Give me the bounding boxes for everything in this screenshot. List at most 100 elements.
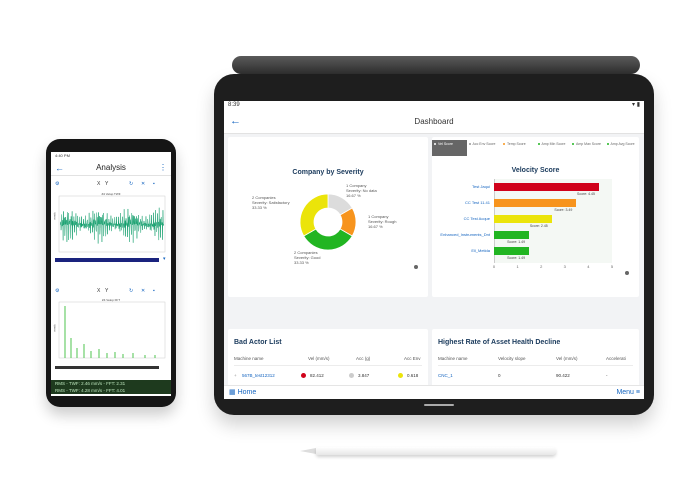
status-dot bbox=[398, 373, 403, 378]
slice-satisfactory[interactable] bbox=[299, 193, 329, 237]
twf-toolbar: ⚙ X Y ↻ ✕ ▪ bbox=[51, 181, 171, 189]
more-vertical-icon[interactable]: ⋮ bbox=[159, 163, 167, 172]
decline-header-name: Machine name bbox=[438, 356, 468, 361]
card-menu-dot-icon[interactable] bbox=[625, 271, 629, 275]
phone-app-bar: ← Analysis ⋮ bbox=[51, 160, 171, 176]
score-tabs: Vel Score Acc Env Score Temp Score Amp M… bbox=[432, 140, 639, 156]
phone-screen: 4:40 PM ← Analysis ⋮ ⚙ X Y ↻ ✕ ▪ Z4 Velo… bbox=[51, 152, 171, 396]
velocity-bar-chart: Test Jaqui Score: 4.45 CC Test 11.41 Score:… bbox=[432, 137, 639, 297]
tablet-keyboard-cover bbox=[232, 56, 640, 74]
bad-actor-header-env: Acc Env bbox=[404, 356, 421, 361]
severity-title: Company by Severity bbox=[292, 169, 364, 176]
bad-actor-title: Bad Actor List bbox=[234, 339, 282, 346]
hamburger-icon: ≡ bbox=[635, 389, 640, 396]
axis-y-icon[interactable]: Y bbox=[105, 181, 109, 187]
bar[interactable] bbox=[494, 183, 600, 191]
severity-card: Company by Severity 1 Company Severity: … bbox=[228, 137, 428, 297]
decline-header-vel: Vel (mm/s) bbox=[556, 356, 578, 361]
table-cell: 82.412 bbox=[310, 373, 324, 378]
y-tick-label[interactable]: Ell_Metida bbox=[471, 248, 490, 253]
axis-x-icon[interactable]: X bbox=[97, 181, 101, 187]
card-menu-dot-icon[interactable] bbox=[414, 265, 418, 269]
bar[interactable] bbox=[494, 231, 530, 239]
severity-label-nodata: 1 Company Severity: No data 16.67 % bbox=[346, 183, 377, 198]
velocity-title: Velocity Score bbox=[511, 167, 560, 174]
plot-frame bbox=[58, 301, 166, 359]
bar[interactable] bbox=[494, 247, 530, 255]
page-title: Dashboard bbox=[414, 117, 454, 126]
severity-donut-chart bbox=[299, 193, 357, 251]
bad-actor-header-name: Machine name bbox=[234, 356, 264, 361]
phone-device: 4:40 PM ← Analysis ⋮ ⚙ X Y ↻ ✕ ▪ Z4 Velo… bbox=[46, 139, 176, 407]
y-tick-label[interactable]: Enhanced_Instruments_Dnt bbox=[440, 232, 490, 237]
table-row-name[interactable]: CNC_1 bbox=[438, 373, 453, 378]
x-tick-label: 0 bbox=[492, 264, 496, 269]
data-label: Score: 3.49 bbox=[554, 208, 573, 212]
rms-readout-1: RMS - TWF: 2.46 mm/s - FFT: 2.31 bbox=[51, 380, 171, 387]
severity-label-good: 2 Companies Severity: Good 33.33 % bbox=[294, 250, 321, 265]
settings-gear-icon[interactable]: ⚙ bbox=[55, 288, 60, 294]
rms-readout-2: RMS - TWF: 4.28 mm/s - FFT: 4.01 bbox=[51, 387, 171, 394]
tab-temp-score[interactable]: Temp Score bbox=[501, 140, 536, 156]
stylus-pen bbox=[316, 447, 556, 455]
tab-vel-score[interactable]: Vel Score bbox=[432, 140, 467, 156]
chevron-down-icon[interactable]: ▾ bbox=[163, 256, 166, 262]
data-label: Score: 2.45 bbox=[529, 224, 548, 228]
divider bbox=[438, 365, 633, 366]
settings-gear-icon[interactable]: ⚙ bbox=[55, 181, 60, 187]
waveform-line bbox=[59, 207, 164, 244]
tablet-home-indicator bbox=[424, 404, 454, 406]
severity-label-rough: 1 Company Severity: Rough 16.67 % bbox=[368, 214, 397, 229]
table-cell: 0 bbox=[498, 373, 501, 378]
delete-icon[interactable]: ▪ bbox=[153, 181, 155, 187]
menu-button[interactable]: Menu ≡ bbox=[616, 389, 640, 396]
tab-acc-env-score[interactable]: Acc Env Score bbox=[467, 140, 502, 156]
y-tick-label[interactable]: CC Test Acque bbox=[463, 216, 490, 221]
refresh-icon[interactable]: ↻ bbox=[129, 288, 134, 294]
x-tick-label: 4 bbox=[587, 264, 590, 269]
close-icon[interactable]: ✕ bbox=[141, 288, 146, 294]
y-tick-label[interactable]: Test Jaqui bbox=[471, 184, 490, 189]
phone-page-title: Analysis bbox=[96, 163, 126, 172]
twf-chart-title: Z4 Velop TWF bbox=[101, 192, 121, 196]
bad-actor-header-vel: Vel (mm/s) bbox=[308, 356, 330, 361]
stylus-tip bbox=[300, 448, 316, 454]
decline-header-slope: Velocity slope bbox=[498, 356, 526, 361]
axis-x-icon[interactable]: X bbox=[97, 288, 101, 294]
tablet-device: 8:39 ▾ ▮ ← Dashboard Company by Severity… bbox=[214, 74, 654, 415]
bar[interactable] bbox=[494, 199, 577, 207]
back-arrow-icon[interactable]: ← bbox=[230, 115, 241, 127]
back-arrow-icon[interactable]: ← bbox=[55, 163, 64, 173]
divider bbox=[234, 365, 422, 366]
home-button[interactable]: ▦ Home bbox=[229, 389, 257, 396]
close-icon[interactable]: ✕ bbox=[141, 181, 146, 187]
table-row-name[interactable]: 567B_test12312 bbox=[242, 373, 275, 378]
tablet-bottom-bar: ▦ Home Menu ≡ bbox=[224, 385, 644, 399]
data-label: Score: 1.49 bbox=[507, 256, 526, 260]
status-dot bbox=[349, 373, 354, 378]
bar[interactable] bbox=[494, 215, 552, 223]
x-tick-label: 2 bbox=[540, 264, 543, 269]
x-tick-label: 1 bbox=[516, 264, 519, 269]
refresh-icon[interactable]: ↻ bbox=[129, 181, 134, 187]
axis-y-icon[interactable]: Y bbox=[105, 288, 109, 294]
fft-chart-title: Z4 Velop FFT bbox=[101, 298, 121, 302]
y-tick-label[interactable]: CC Test 11.41 bbox=[465, 200, 490, 205]
expand-icon[interactable]: + bbox=[234, 373, 237, 378]
status-icons: ▾ ▮ bbox=[632, 102, 640, 108]
tab-amp-min-score[interactable]: Amp Min Score bbox=[536, 140, 571, 156]
tab-amp-max-score[interactable]: Amp Max Score bbox=[570, 140, 605, 156]
decline-title: Highest Rate of Asset Health Decline bbox=[438, 339, 561, 346]
velocity-card: Vel Score Acc Env Score Temp Score Amp M… bbox=[432, 137, 639, 297]
bad-actor-header-acc: Acc (g) bbox=[356, 356, 371, 361]
data-label: Score: 4.45 bbox=[577, 192, 595, 196]
plot-frame bbox=[58, 195, 166, 253]
severity-label-satisfactory: 2 Companies Severity: Satisfactory 33.33 … bbox=[252, 195, 290, 210]
delete-icon[interactable]: ▪ bbox=[153, 288, 155, 294]
grid-icon: ▦ bbox=[229, 389, 236, 396]
tab-amp-avg-score[interactable]: Amp Avg Score bbox=[605, 140, 640, 156]
fft-freq-slider[interactable] bbox=[55, 366, 159, 369]
tablet-status-time: 8:39 bbox=[228, 102, 240, 108]
twf-time-slider[interactable] bbox=[55, 258, 159, 262]
